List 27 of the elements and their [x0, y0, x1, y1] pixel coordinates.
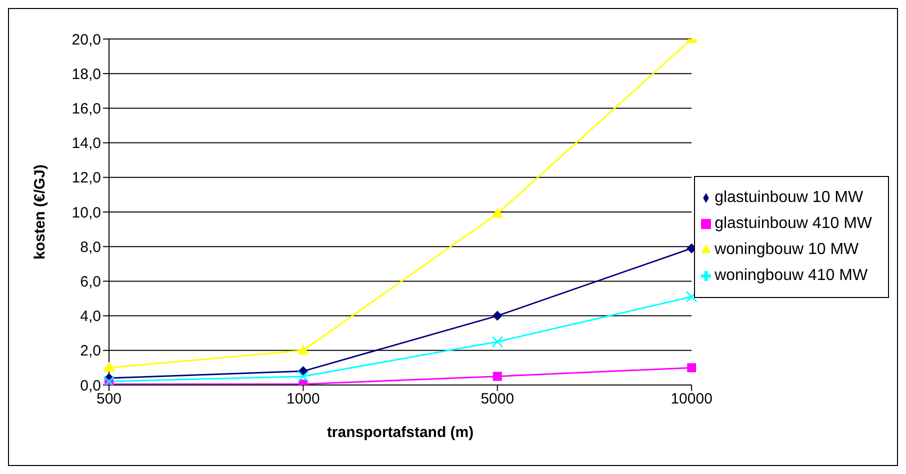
point	[103, 362, 115, 372]
y-tick-label: 8,0	[80, 238, 101, 256]
legend-label: glastuinbouw 10 MW	[714, 189, 864, 206]
y-tick-label: 4,0	[80, 308, 101, 326]
x-axis-title: transportafstand (m)	[326, 424, 474, 441]
x-tick-label: 10000	[670, 390, 712, 408]
y-tick-label: 10,0	[72, 204, 101, 222]
point	[492, 372, 502, 381]
point	[687, 363, 696, 372]
legend-label: glastuinbouw 410 MW	[714, 215, 872, 232]
y-tick-label: 12,0	[72, 170, 101, 187]
y-tick-label: 18,0	[72, 66, 101, 83]
y-tick-label: 16,0	[72, 100, 101, 118]
point	[686, 291, 698, 303]
point	[492, 310, 502, 321]
y-axis-title: kosten (€/GJ)	[31, 164, 48, 260]
y-tick-label: 20,0	[72, 31, 101, 48]
point	[297, 344, 310, 354]
x-tick-label: 5000	[480, 390, 514, 408]
y-tick-label: 6,0	[80, 274, 101, 291]
point	[492, 336, 504, 348]
y-tick-label: 2,0	[80, 342, 101, 360]
x-tick-label: 1000	[286, 390, 320, 408]
legend-label: woningbouw 410 MW	[714, 267, 868, 284]
y-tick-label: 14,0	[72, 135, 101, 152]
legend-label: woningbouw 10 MW	[714, 241, 859, 258]
point	[297, 370, 309, 382]
